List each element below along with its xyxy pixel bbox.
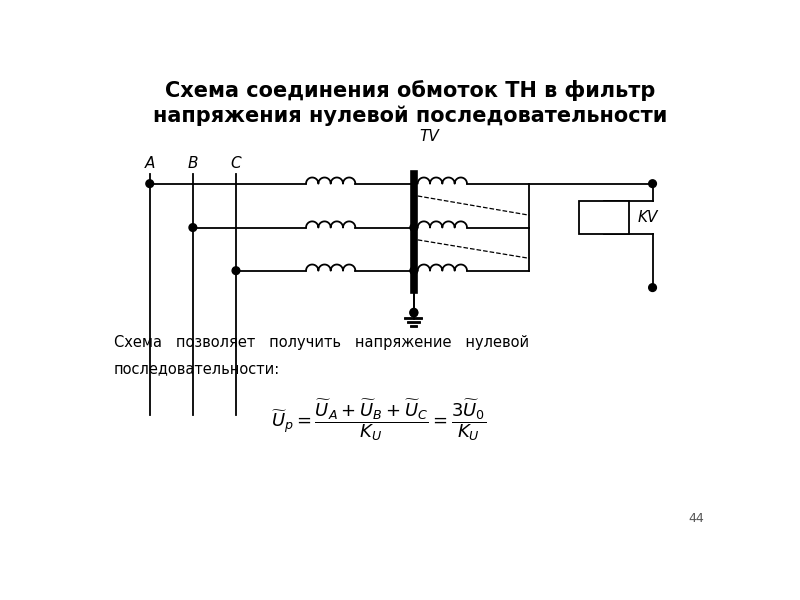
Circle shape: [189, 224, 197, 232]
Text: B: B: [188, 157, 198, 172]
Circle shape: [410, 309, 418, 317]
Text: A: A: [145, 157, 155, 172]
Circle shape: [410, 224, 418, 232]
Circle shape: [410, 308, 418, 316]
Text: Схема   позволяет   получить   напряжение   нулевой: Схема позволяет получить напряжение нуле…: [114, 335, 529, 350]
Text: последовательности:: последовательности:: [114, 362, 280, 377]
Text: C: C: [230, 157, 242, 172]
Text: 44: 44: [688, 512, 704, 525]
Text: напряжения нулевой последовательности: напряжения нулевой последовательности: [153, 105, 667, 125]
Text: KV: KV: [637, 210, 658, 225]
Circle shape: [410, 267, 418, 275]
Bar: [579, 202, 630, 233]
Text: Схема соединения обмоток ТН в фильтр: Схема соединения обмоток ТН в фильтр: [165, 80, 655, 101]
Circle shape: [649, 180, 657, 187]
Circle shape: [146, 180, 154, 187]
Circle shape: [232, 267, 240, 275]
Circle shape: [649, 284, 657, 292]
Text: $\widetilde{U}_р = \dfrac{\widetilde{U}_A + \widetilde{U}_B + \widetilde{U}_C}{K: $\widetilde{U}_р = \dfrac{\widetilde{U}_…: [271, 397, 487, 443]
Text: TV: TV: [419, 130, 439, 145]
